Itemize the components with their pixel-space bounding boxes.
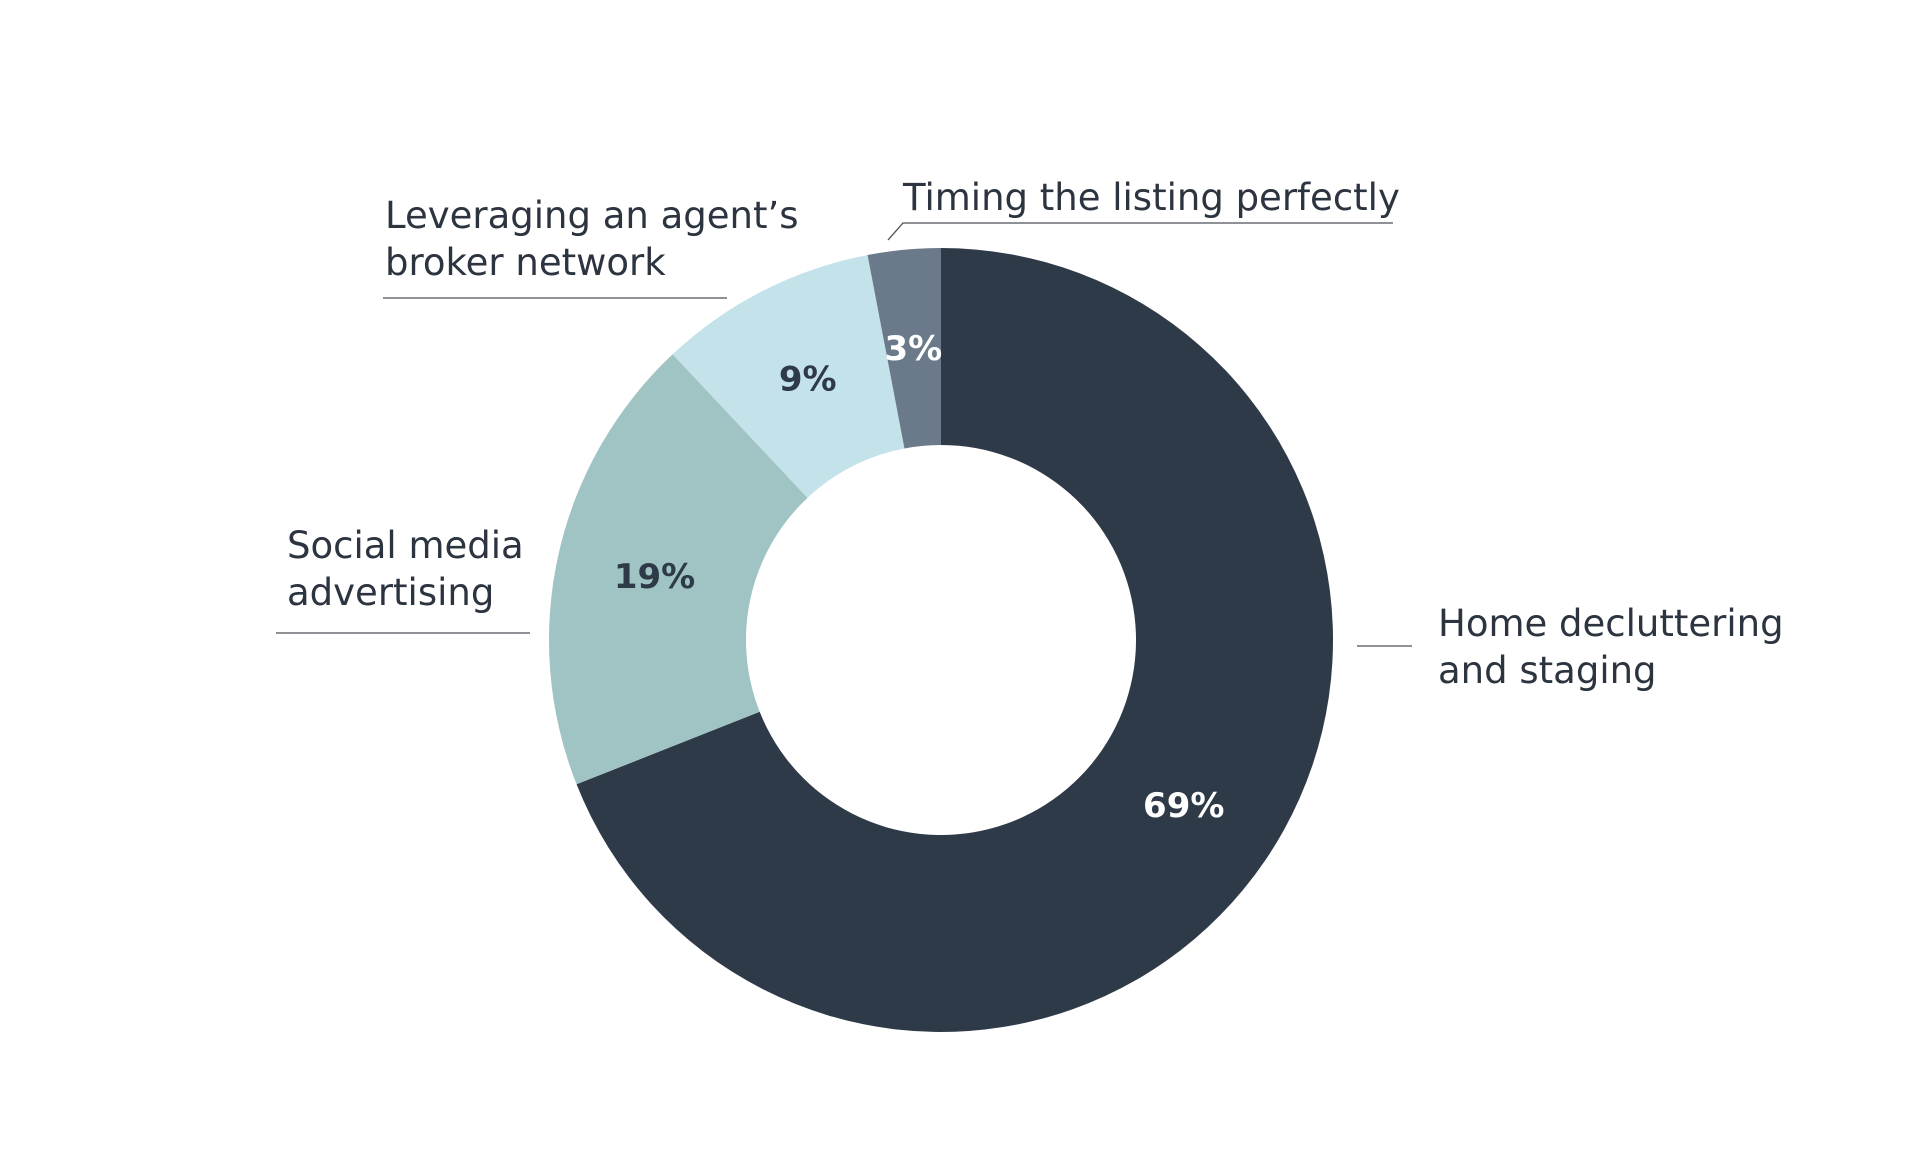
value-label-social: 19% [614, 557, 695, 597]
value-label-broker: 9% [779, 359, 837, 399]
slice-timing [867, 248, 941, 449]
value-label-staging: 69% [1143, 786, 1224, 826]
label-timing: Timing the listing perfectly [902, 176, 1400, 219]
label-social: Social media advertising [287, 524, 535, 614]
slice-social [548, 354, 808, 785]
donut-slices [548, 248, 1333, 1032]
slice-category-labels: Home decluttering and staging Social med… [287, 176, 1795, 692]
label-staging: Home decluttering and staging [1438, 602, 1795, 692]
leader-lines [276, 222, 1412, 647]
slice-value-labels: 69% 19% 9% 3% [614, 329, 1225, 826]
slice-broker [672, 254, 905, 498]
slice-staging [576, 248, 1333, 1032]
value-label-timing: 3% [885, 329, 943, 369]
leader-line-timing [887, 222, 1393, 241]
label-broker: Leveraging an agent’s broker network [385, 194, 810, 284]
